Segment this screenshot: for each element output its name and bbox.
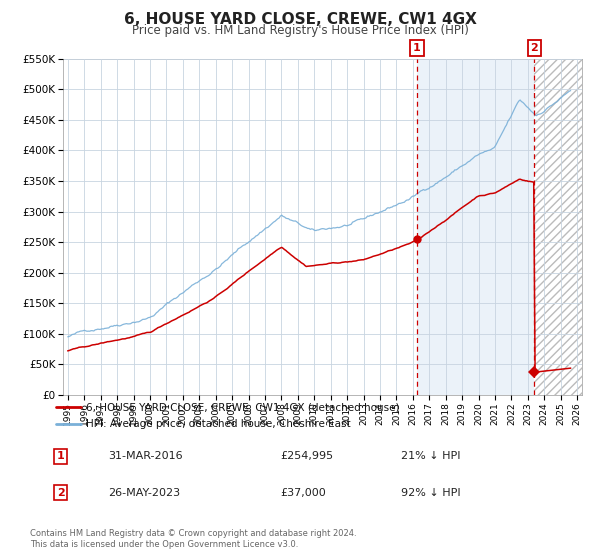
Bar bbox=[535, 53, 582, 395]
Text: 1: 1 bbox=[57, 451, 64, 461]
Text: 2: 2 bbox=[530, 43, 538, 53]
Text: Price paid vs. HM Land Registry's House Price Index (HPI): Price paid vs. HM Land Registry's House … bbox=[131, 24, 469, 36]
Text: 26-MAY-2023: 26-MAY-2023 bbox=[109, 488, 181, 498]
Text: 2: 2 bbox=[57, 488, 64, 498]
Text: 21% ↓ HPI: 21% ↓ HPI bbox=[401, 451, 460, 461]
Text: Contains HM Land Registry data © Crown copyright and database right 2024.
This d: Contains HM Land Registry data © Crown c… bbox=[30, 529, 356, 549]
Text: HPI: Average price, detached house, Cheshire East: HPI: Average price, detached house, Ches… bbox=[86, 419, 350, 429]
Text: 6, HOUSE YARD CLOSE, CREWE, CW1 4GX (detached house): 6, HOUSE YARD CLOSE, CREWE, CW1 4GX (det… bbox=[86, 403, 400, 412]
Text: 92% ↓ HPI: 92% ↓ HPI bbox=[401, 488, 460, 498]
Bar bbox=[417, 53, 535, 395]
Text: 1: 1 bbox=[413, 43, 421, 53]
Text: £254,995: £254,995 bbox=[280, 451, 333, 461]
Text: £37,000: £37,000 bbox=[280, 488, 326, 498]
Text: 31-MAR-2016: 31-MAR-2016 bbox=[109, 451, 183, 461]
Text: 6, HOUSE YARD CLOSE, CREWE, CW1 4GX: 6, HOUSE YARD CLOSE, CREWE, CW1 4GX bbox=[124, 12, 476, 27]
